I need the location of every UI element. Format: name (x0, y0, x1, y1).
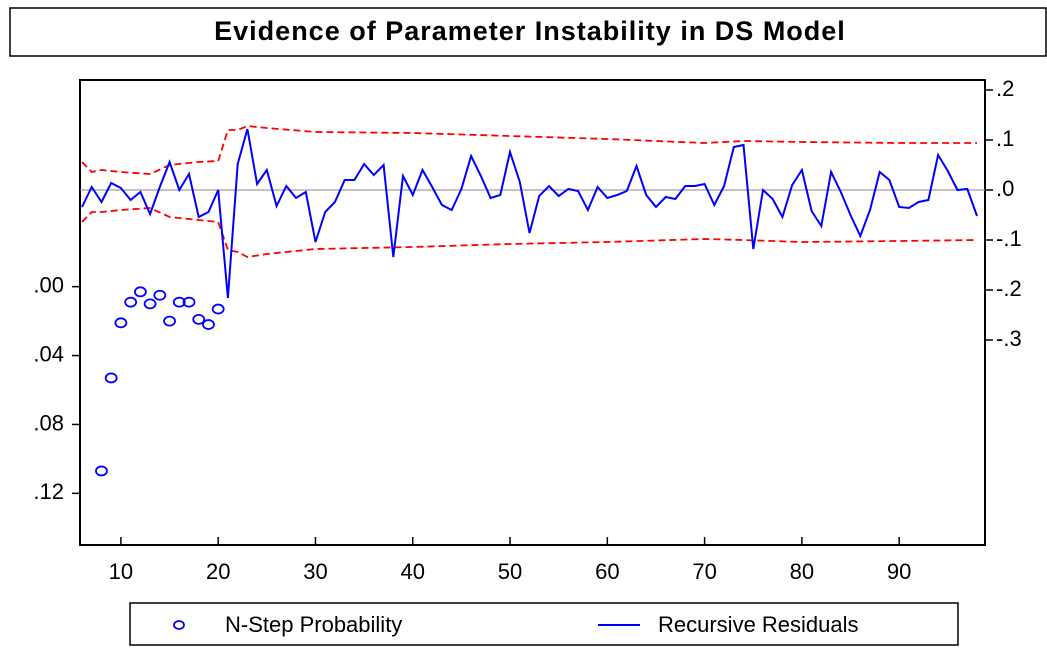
probability-point (114, 317, 128, 329)
x-tick-label: 40 (401, 559, 425, 584)
x-tick-label: 50 (498, 559, 522, 584)
probability-point (124, 296, 138, 308)
band-lower (81, 207, 978, 258)
x-tick-label: 10 (109, 559, 133, 584)
probability-point (153, 289, 167, 301)
probability-point (163, 315, 176, 327)
chart-title: Evidence of Parameter Instability in DS … (214, 16, 846, 46)
title-box (9, 7, 1047, 57)
y2-tick-label: .1 (996, 126, 1014, 151)
y-tick-label: .00 (33, 272, 64, 297)
plot-frame (79, 79, 986, 546)
y2-tick-label: -.1 (996, 226, 1022, 251)
legend-marker (173, 620, 185, 630)
y-tick-label: .12 (33, 479, 64, 504)
legend-box (129, 602, 959, 646)
probability-point (143, 298, 157, 310)
probability-point (202, 319, 215, 330)
band-upper (81, 125, 977, 175)
x-tick-label: 70 (692, 559, 716, 584)
legend-label: N-Step Probability (225, 612, 402, 637)
y-tick-label: .04 (33, 341, 64, 366)
y2-tick-label: .2 (996, 76, 1014, 101)
probability-point (211, 303, 225, 315)
residual-line (81, 128, 978, 299)
x-tick-label: 20 (206, 559, 230, 584)
y2-tick-label: .0 (996, 176, 1014, 201)
y2-tick-label: -.3 (996, 326, 1022, 351)
probability-point (133, 286, 147, 298)
probability-point (172, 296, 186, 308)
y-tick-label: .08 (33, 410, 64, 435)
x-tick-label: 90 (887, 559, 911, 584)
probability-point (95, 465, 108, 477)
probability-point (192, 313, 206, 325)
x-tick-label: 60 (595, 559, 619, 584)
probability-point (182, 296, 196, 308)
x-tick-label: 80 (790, 559, 814, 584)
probability-point (104, 372, 118, 384)
x-tick-label: 30 (303, 559, 327, 584)
legend-label: Recursive Residuals (658, 612, 859, 637)
y2-tick-label: -.2 (996, 276, 1022, 301)
